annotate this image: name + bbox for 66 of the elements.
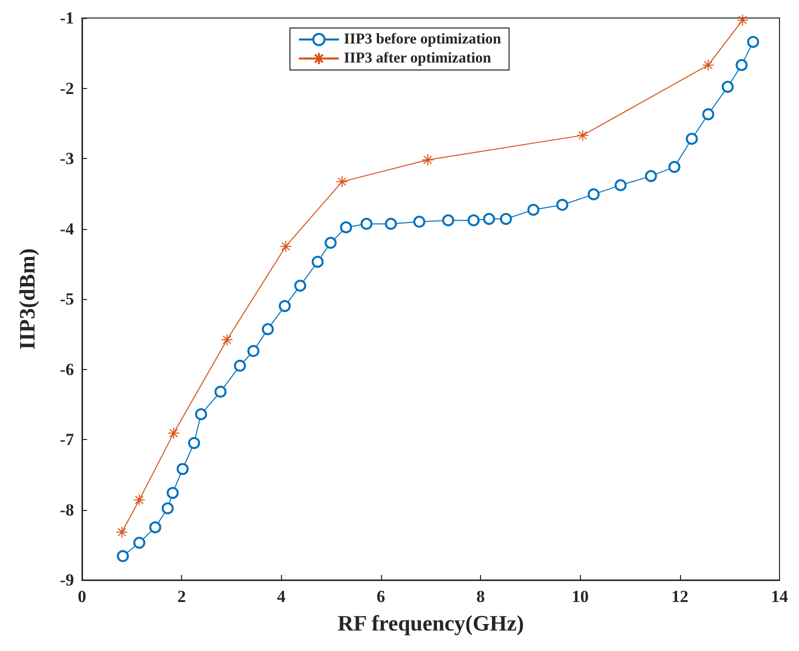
y-axis-title: IIP3(dBm) <box>14 248 40 350</box>
x-tick-label: 10 <box>572 587 589 606</box>
point <box>195 408 208 420</box>
x-axis-title: RF frequency(GHz) <box>338 610 524 636</box>
x-tick-label: 0 <box>78 587 86 606</box>
point <box>336 176 348 188</box>
point <box>214 386 227 398</box>
point <box>176 463 189 475</box>
point <box>162 502 174 514</box>
point <box>722 80 734 93</box>
point <box>324 236 337 249</box>
y-tick-label: -8 <box>60 500 74 520</box>
y-tick-label: -7 <box>60 430 74 449</box>
x-tick-label: 2 <box>177 587 186 606</box>
x-tick-label: 12 <box>671 587 688 606</box>
point <box>668 160 680 173</box>
y-tick-label: -5 <box>60 290 74 308</box>
x-tick-label: 6 <box>376 587 386 606</box>
point <box>188 437 200 450</box>
point <box>220 334 233 346</box>
point <box>234 360 246 372</box>
y-tick-label: -1 <box>60 8 74 28</box>
legend-label: IIP3 after optimization <box>344 50 492 66</box>
y-tick-label: -3 <box>60 149 74 168</box>
point <box>133 494 146 506</box>
point <box>422 154 434 166</box>
x-tick-label: 8 <box>476 587 485 606</box>
y-tick-label: -6 <box>60 360 74 379</box>
point <box>686 132 698 145</box>
point <box>166 486 179 499</box>
point <box>247 344 260 357</box>
point <box>294 280 306 292</box>
point <box>576 129 589 142</box>
point <box>280 240 292 252</box>
point <box>413 216 426 228</box>
point <box>116 550 129 562</box>
point <box>262 323 274 336</box>
point <box>468 214 480 226</box>
point <box>614 179 627 192</box>
point <box>483 212 496 225</box>
point <box>702 59 714 72</box>
point <box>500 212 512 225</box>
point <box>116 526 128 538</box>
point <box>442 214 454 226</box>
point <box>149 521 162 534</box>
point <box>278 300 291 312</box>
point <box>340 221 352 234</box>
point <box>527 204 540 216</box>
point <box>168 427 180 440</box>
point <box>702 108 714 120</box>
point <box>556 198 568 211</box>
point <box>588 188 600 200</box>
x-tick-label: 14 <box>771 587 788 606</box>
legend-label: IIP3 before optimization <box>344 32 502 48</box>
y-tick-label: -9 <box>60 570 74 590</box>
point <box>360 218 372 230</box>
point <box>736 59 748 72</box>
point <box>736 14 749 26</box>
point <box>747 36 760 48</box>
y-tick-label: -2 <box>60 78 74 98</box>
point <box>312 256 324 268</box>
point <box>384 218 397 230</box>
point <box>133 536 146 549</box>
y-tick-label: -4 <box>60 219 74 238</box>
x-tick-label: 4 <box>277 587 286 606</box>
point <box>644 170 657 182</box>
